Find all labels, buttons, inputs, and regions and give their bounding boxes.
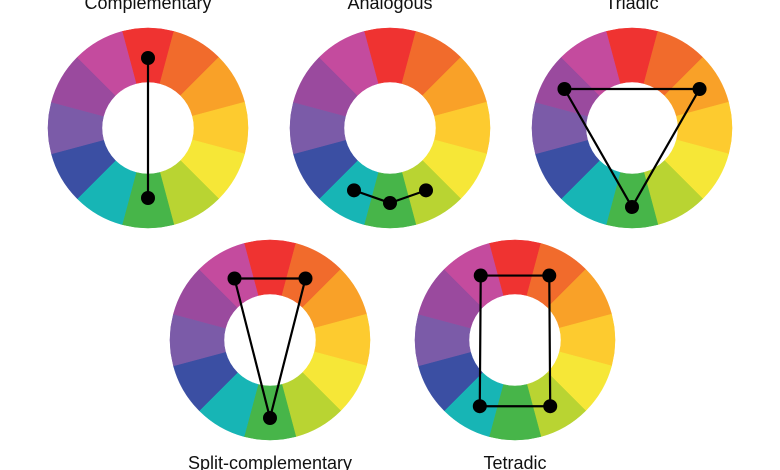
harmony-dot xyxy=(383,196,397,210)
harmony-dot xyxy=(543,399,558,414)
harmony-dot xyxy=(542,268,557,283)
harmony-dot xyxy=(625,200,639,214)
harmony-dot xyxy=(141,191,155,205)
wheel-segment xyxy=(76,31,137,96)
harmony-line xyxy=(233,277,307,419)
harmony-dot xyxy=(227,271,242,286)
wheel-title: Split-complementary xyxy=(188,453,352,470)
wheel-title: Analogous xyxy=(347,0,432,13)
wheel-segment xyxy=(443,243,504,308)
harmony-dot xyxy=(141,51,155,65)
harmony-dot xyxy=(419,183,433,198)
harmony-dot xyxy=(557,82,572,96)
harmony-dot xyxy=(263,411,277,425)
wheel-title: Complementary xyxy=(84,0,211,13)
wheel-title: Triadic xyxy=(605,0,658,13)
harmony-dot xyxy=(473,268,488,283)
wheel-title: Tetradic xyxy=(483,453,546,470)
harmony-dot xyxy=(692,82,707,96)
harmony-line xyxy=(562,87,702,210)
harmony-dot xyxy=(472,399,487,414)
harmony-dot xyxy=(298,271,313,286)
harmony-dot xyxy=(347,183,361,198)
wheel-segment xyxy=(560,31,621,96)
wheel-segment xyxy=(318,31,379,96)
